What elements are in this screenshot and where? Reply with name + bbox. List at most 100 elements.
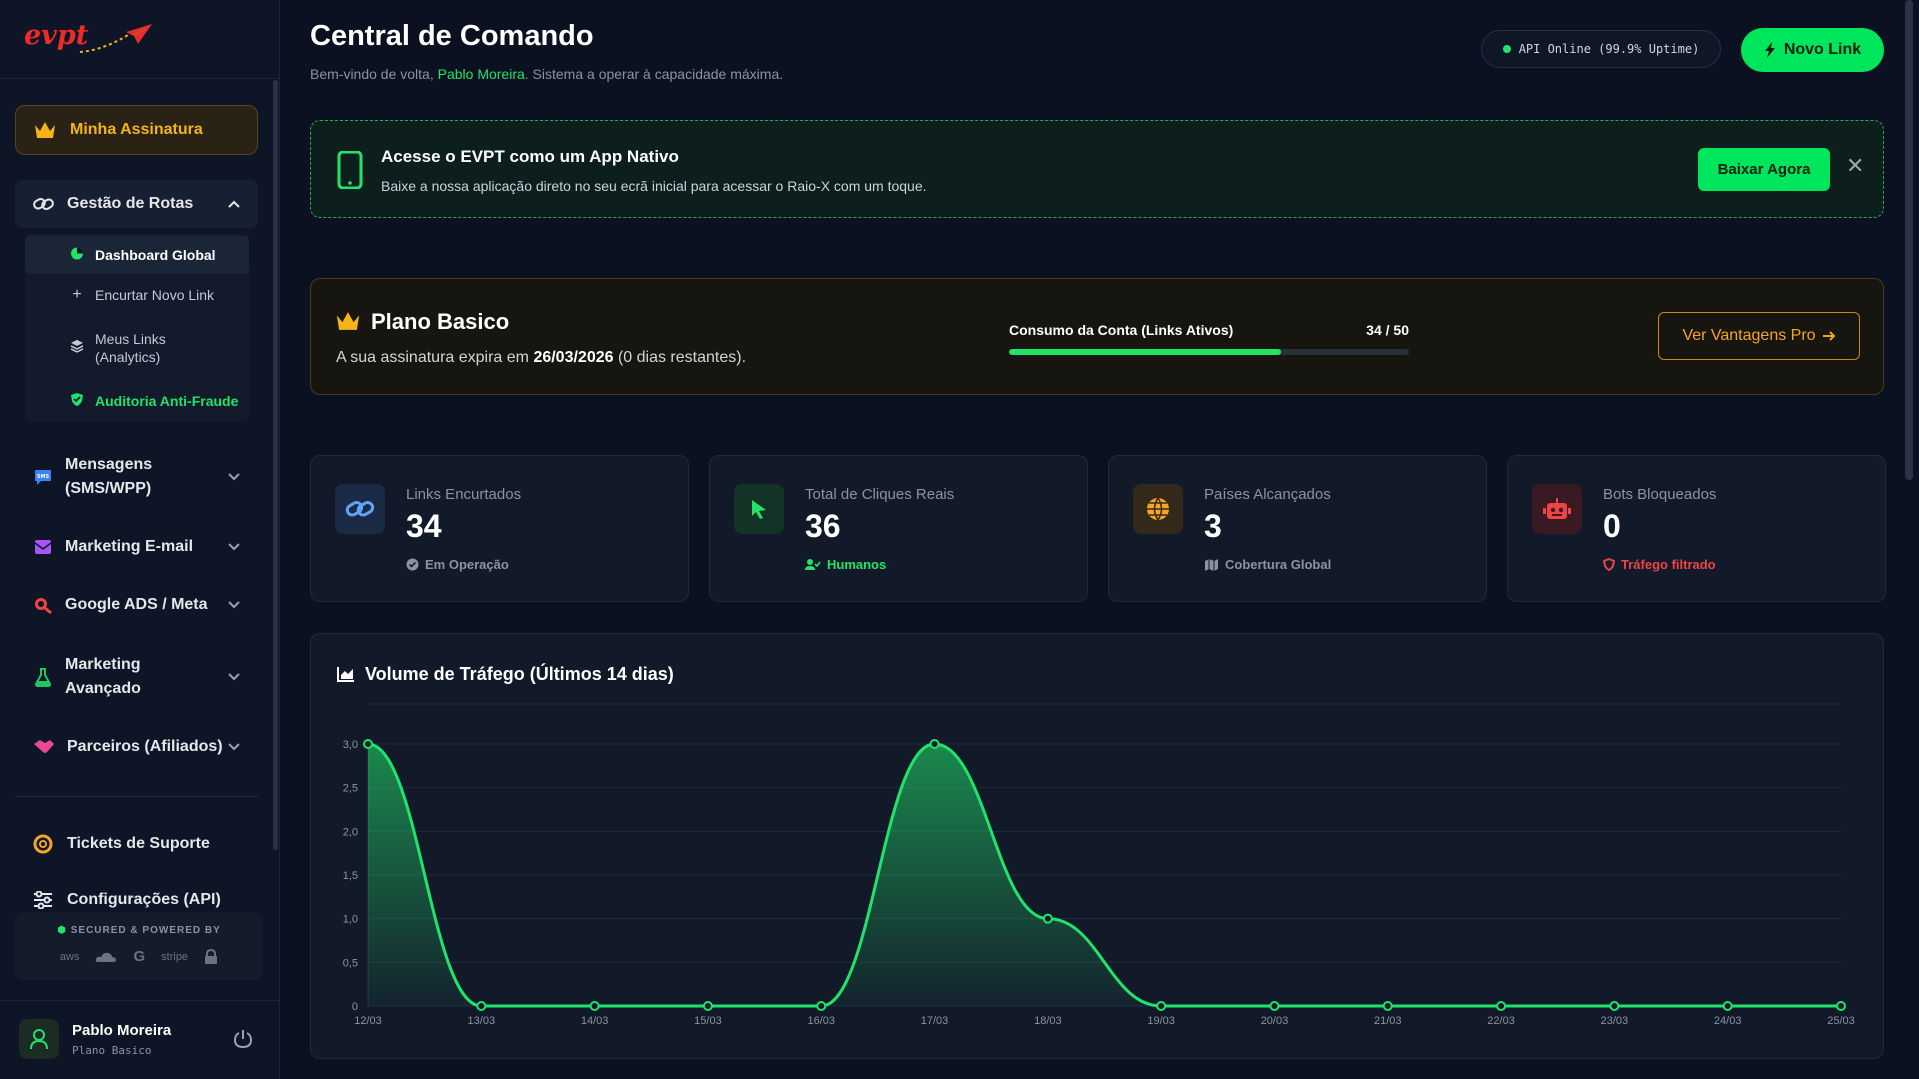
subnav-my-links[interactable]: Meus Links (Analytics) bbox=[25, 324, 249, 372]
stat-card-links: Links Encurtados 34 Em Operação bbox=[310, 455, 689, 602]
stat-footer: Em Operação bbox=[406, 557, 509, 572]
user-profile: Pablo Moreira Plano Basico bbox=[0, 1000, 279, 1079]
user-name: Pablo Moreira bbox=[72, 1022, 172, 1039]
stat-footer-text: Tráfego filtrado bbox=[1621, 557, 1716, 572]
logo-text: evpt bbox=[24, 20, 89, 51]
stat-card-clicks: Total de Cliques Reais 36 Humanos bbox=[709, 455, 1088, 602]
data-point bbox=[1156, 1001, 1167, 1011]
logo-plane-icon bbox=[79, 24, 152, 53]
nav-messages[interactable]: SMS Mensagens (SMS/WPP) bbox=[15, 452, 258, 502]
svg-text:SMS: SMS bbox=[37, 474, 50, 480]
nav-ads[interactable]: Google ADS / Meta bbox=[15, 590, 258, 620]
logout-button[interactable] bbox=[233, 1029, 253, 1054]
stat-footer-text: Cobertura Global bbox=[1225, 557, 1332, 572]
stat-card-countries: Países Alcançados 3 Cobertura Global bbox=[1108, 455, 1487, 602]
usage-progress-bar bbox=[1009, 349, 1409, 355]
divider bbox=[15, 796, 258, 797]
app-install-banner: Acesse o EVPT como um App Nativo Baixe a… bbox=[310, 120, 1884, 218]
settings-link[interactable]: Configurações (API) bbox=[33, 891, 221, 909]
handshake-icon bbox=[34, 740, 54, 753]
nav-advanced-label: Marketing Avançado bbox=[65, 656, 141, 697]
subscription-button[interactable]: Minha Assinatura bbox=[15, 105, 258, 155]
subnav-new-link[interactable]: + Encurtar Novo Link bbox=[25, 278, 249, 312]
powered-title-text: SECURED & POWERED BY bbox=[70, 925, 221, 936]
api-status-text: API Online (99.9% Uptime) bbox=[1518, 42, 1700, 56]
lifebuoy-icon bbox=[33, 834, 53, 854]
subnav-dashboard[interactable]: Dashboard Global bbox=[25, 236, 249, 274]
chevron-down-icon bbox=[228, 540, 240, 554]
x-tick-label: 18/03 bbox=[1034, 1015, 1062, 1027]
plus-icon: + bbox=[72, 286, 82, 303]
data-point bbox=[589, 1001, 600, 1011]
close-icon[interactable]: ✕ bbox=[1846, 153, 1865, 178]
sidebar: evpt Minha Assinatura Gestão de Rotas Da… bbox=[0, 0, 280, 1079]
x-tick-label: 12/03 bbox=[354, 1015, 382, 1027]
subnav-dashboard-label: Dashboard Global bbox=[95, 247, 216, 263]
download-app-button[interactable]: Baixar Agora bbox=[1698, 148, 1830, 191]
plan-desc-suffix: (0 dias restantes). bbox=[613, 349, 747, 366]
sidebar-scrollbar[interactable] bbox=[273, 80, 278, 850]
stat-footer-text: Em Operação bbox=[425, 557, 509, 572]
sliders-icon bbox=[34, 891, 52, 909]
stat-footer-text: Humanos bbox=[827, 557, 887, 572]
crown-icon bbox=[35, 122, 55, 138]
pro-benefits-button[interactable]: Ver Vantagens Pro bbox=[1658, 312, 1860, 360]
nav-routes-label: Gestão de Rotas bbox=[67, 195, 194, 212]
welcome-name: Pablo Moreira bbox=[437, 66, 525, 82]
y-tick-label: 2,0 bbox=[343, 826, 358, 838]
sms-icon: SMS bbox=[35, 470, 51, 485]
stat-footer: Tráfego filtrado bbox=[1603, 557, 1716, 572]
subnav-fraud-audit[interactable]: Auditoria Anti-Fraude bbox=[25, 384, 249, 418]
new-link-button[interactable]: Novo Link bbox=[1741, 28, 1884, 72]
nav-advanced[interactable]: Marketing Avançado bbox=[15, 652, 258, 702]
area-chart-icon bbox=[337, 667, 354, 682]
user-plan: Plano Basico bbox=[72, 1044, 152, 1057]
divider bbox=[0, 78, 279, 79]
check-circle-icon bbox=[406, 558, 419, 571]
stat-value: 3 bbox=[1204, 508, 1222, 544]
page-scrollbar[interactable] bbox=[1905, 0, 1913, 480]
chevron-down-icon bbox=[228, 598, 240, 612]
stat-value: 36 bbox=[805, 508, 841, 544]
bolt-icon bbox=[1764, 42, 1775, 58]
chevron-down-icon bbox=[228, 670, 240, 684]
y-tick-label: 2,5 bbox=[343, 783, 358, 795]
app-banner-description: Baixe a nossa aplicação direto no seu ec… bbox=[381, 178, 927, 194]
link-icon bbox=[33, 198, 54, 210]
y-tick-label: 1,5 bbox=[343, 870, 358, 882]
usage-label: Consumo da Conta (Links Ativos) bbox=[1009, 322, 1234, 338]
nav-email[interactable]: Marketing E-mail bbox=[15, 532, 258, 562]
routes-subnav: Dashboard Global + Encurtar Novo Link Me… bbox=[25, 234, 249, 422]
x-tick-label: 22/03 bbox=[1487, 1015, 1515, 1027]
plan-title: Plano Basico bbox=[371, 309, 510, 334]
data-point bbox=[476, 1001, 487, 1011]
avatar[interactable] bbox=[19, 1019, 59, 1059]
nav-partners[interactable]: Parceiros (Afiliados) bbox=[15, 732, 258, 762]
nav-routes-section[interactable]: Gestão de Rotas bbox=[15, 180, 258, 228]
y-tick-label: 0,5 bbox=[343, 957, 358, 969]
welcome-text: Bem-vindo de volta, Pablo Moreira. Siste… bbox=[310, 66, 783, 82]
usage-progress-fill bbox=[1009, 349, 1281, 355]
subnav-fraud-audit-label: Auditoria Anti-Fraude bbox=[95, 393, 239, 409]
traffic-chart-card: Volume de Tráfego (Últimos 14 dias) 0 0,5… bbox=[310, 633, 1884, 1059]
chevron-down-icon bbox=[228, 470, 240, 484]
data-point bbox=[1042, 913, 1053, 924]
logo[interactable]: evpt bbox=[24, 20, 152, 60]
map-icon bbox=[1205, 558, 1218, 571]
link-icon bbox=[335, 484, 385, 534]
plan-card: Plano Basico A sua assinatura expira em … bbox=[310, 278, 1884, 395]
app-banner-title: Acesse o EVPT como um App Nativo bbox=[381, 147, 679, 166]
mail-icon bbox=[34, 540, 52, 554]
plan-description: A sua assinatura expira em 26/03/2026 (0… bbox=[336, 349, 746, 367]
x-tick-label: 16/03 bbox=[807, 1015, 835, 1027]
shield-check-icon bbox=[69, 392, 85, 410]
plan-expiry-date: 26/03/2026 bbox=[533, 349, 614, 366]
stat-card-bots: Bots Bloqueados 0 Tráfego filtrado bbox=[1507, 455, 1886, 602]
x-tick-label: 24/03 bbox=[1714, 1015, 1742, 1027]
support-tickets-link[interactable]: Tickets de Suporte bbox=[33, 834, 210, 854]
new-link-label: Novo Link bbox=[1783, 41, 1862, 58]
settings-label: Configurações (API) bbox=[67, 891, 221, 908]
nav-email-label: Marketing E-mail bbox=[65, 538, 194, 555]
crown-icon bbox=[336, 312, 360, 330]
powered-by-box: ⬢ SECURED & POWERED BY aws G stripe bbox=[15, 912, 263, 980]
